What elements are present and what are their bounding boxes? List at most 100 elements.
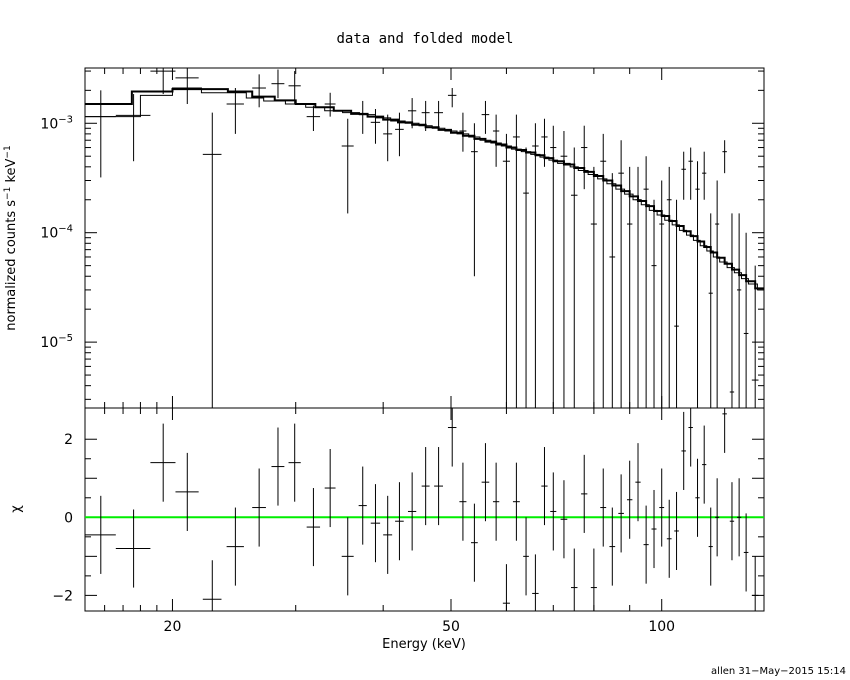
y-axis-label-top: normalized counts s−1 keV−1 — [3, 145, 19, 330]
residual-point — [532, 554, 539, 611]
data-point — [560, 130, 568, 408]
residual-point — [560, 480, 568, 559]
data-point — [674, 199, 679, 408]
y-label-part2: keV — [4, 158, 19, 186]
y-tick-label-bottom: 0 — [64, 510, 73, 526]
data-point — [550, 125, 557, 408]
data-point — [722, 140, 727, 174]
residual-point — [609, 507, 616, 586]
bottom-panel-frame — [84, 407, 765, 612]
data-point — [421, 100, 430, 131]
residual-point — [666, 499, 672, 578]
residual-point — [492, 462, 500, 541]
residual-point — [370, 484, 381, 563]
data-point — [626, 166, 633, 408]
residual-point — [743, 513, 749, 592]
residual-point — [688, 408, 693, 467]
data-point — [715, 180, 720, 408]
data-point — [306, 105, 321, 131]
residual-point — [715, 478, 720, 557]
data-point — [743, 232, 749, 408]
data-point — [395, 112, 404, 157]
data-point — [407, 98, 417, 129]
residual-point — [471, 503, 478, 582]
data-point — [434, 100, 443, 129]
data-point — [590, 166, 597, 408]
residual-point — [659, 468, 665, 547]
data-point — [383, 114, 393, 162]
residual-point — [324, 448, 336, 528]
residual-point — [175, 452, 199, 531]
data-point — [659, 180, 665, 408]
residual-point — [459, 462, 467, 541]
data-point — [541, 118, 548, 167]
data-point — [252, 74, 266, 108]
data-point — [681, 151, 686, 200]
residual-point — [288, 423, 301, 502]
residual-point — [202, 560, 222, 611]
residual-point — [600, 468, 607, 547]
y-tick-base: 10 — [40, 226, 58, 242]
residual-point — [722, 408, 727, 453]
data-point — [702, 151, 707, 200]
data-point — [150, 68, 176, 95]
residual-point — [395, 482, 404, 561]
data-point — [736, 213, 742, 408]
residual-point — [358, 466, 367, 545]
residual-points — [85, 408, 764, 611]
residual-point — [626, 460, 633, 539]
data-point — [341, 118, 354, 214]
data-point — [447, 88, 457, 108]
residual-point — [550, 472, 557, 551]
residual-point — [571, 548, 578, 611]
chart-title: data and folded model — [336, 31, 513, 47]
data-points — [85, 68, 759, 408]
residual-point — [708, 507, 713, 586]
data-point — [370, 109, 381, 144]
data-point — [502, 133, 510, 408]
data-point — [643, 156, 649, 408]
residual-point — [635, 443, 641, 522]
data-point — [85, 90, 116, 178]
data-point — [751, 265, 759, 408]
y-label-sup2: −1 — [3, 145, 13, 158]
data-point — [512, 114, 520, 408]
residual-point — [252, 468, 266, 547]
residual-point — [512, 462, 520, 541]
x-tick-label: 20 — [164, 619, 182, 635]
residual-point — [590, 548, 597, 611]
residual-point — [115, 509, 151, 588]
residual-point — [383, 495, 393, 574]
y-tick-label-bottom: −2 — [52, 588, 73, 604]
data-point — [492, 114, 500, 167]
data-point — [226, 88, 244, 134]
residual-point — [618, 474, 624, 553]
residual-point — [421, 447, 430, 526]
y-tick-base: 10 — [40, 116, 58, 132]
data-point — [471, 123, 478, 277]
data-point — [271, 69, 285, 99]
residual-point — [85, 495, 116, 574]
y-tick-exp: −3 — [58, 114, 73, 125]
residual-point — [447, 408, 457, 467]
residual-point — [502, 564, 510, 611]
residual-point — [736, 478, 742, 557]
residual-point — [306, 488, 321, 567]
top-panel-ticks: 10−310−410−5 — [40, 68, 764, 408]
data-point — [358, 100, 367, 134]
data-point — [532, 123, 539, 408]
data-point — [288, 71, 301, 105]
data-point — [666, 166, 672, 408]
y-tick-label-top: 10−4 — [40, 224, 73, 242]
y-label-part1: normalized counts s — [4, 200, 19, 331]
residual-point — [695, 458, 700, 537]
data-point — [581, 125, 588, 190]
data-point — [175, 68, 199, 105]
residual-point — [681, 411, 686, 490]
residual-point — [729, 482, 735, 561]
data-point — [609, 173, 616, 408]
residual-point — [407, 472, 417, 551]
y-tick-label-top: 10−5 — [40, 333, 73, 351]
data-point — [202, 112, 222, 408]
data-point — [695, 161, 700, 408]
